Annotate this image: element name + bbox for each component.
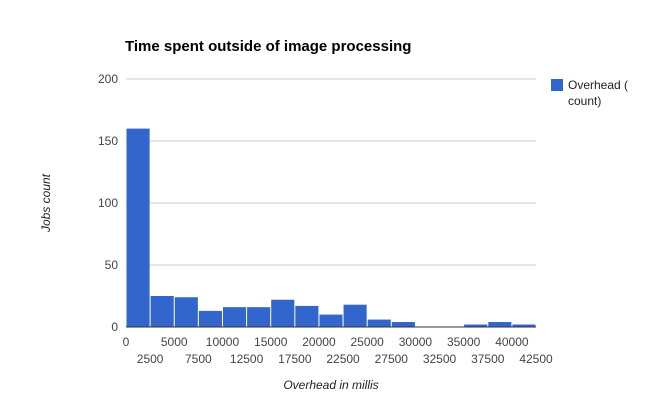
histogram-bar — [126, 128, 150, 327]
y-axis-title: Jobs count — [39, 173, 53, 233]
x-tick-label: 40000 — [495, 335, 529, 349]
legend-swatch — [551, 79, 563, 91]
histogram-bar — [367, 319, 391, 327]
histogram-bar — [464, 324, 488, 327]
x-tick-label: 35000 — [447, 335, 481, 349]
x-tick-label: 10000 — [206, 335, 240, 349]
histogram-bar — [174, 297, 198, 327]
x-tick-label: 30000 — [399, 335, 433, 349]
x-tick-label: 17500 — [278, 352, 312, 366]
x-tick-label: 37500 — [471, 352, 505, 366]
x-tick-label: 5000 — [161, 335, 188, 349]
legend-label: count) — [568, 94, 601, 108]
x-tick-label: 27500 — [375, 352, 409, 366]
x-tick-label: 32500 — [423, 352, 457, 366]
x-tick-label: 12500 — [230, 352, 264, 366]
x-tick-label: 20000 — [302, 335, 336, 349]
x-tick-label: 25000 — [350, 335, 384, 349]
histogram-bar — [512, 324, 536, 327]
y-tick-label: 200 — [98, 72, 118, 86]
histogram-bar — [150, 296, 174, 327]
histogram-bar — [198, 310, 222, 327]
histogram-bar — [343, 304, 367, 327]
x-axis-title: Overhead in millis — [283, 378, 378, 392]
y-tick-label: 100 — [98, 196, 118, 210]
x-tick-label: 42500 — [519, 352, 553, 366]
histogram-bar — [319, 314, 343, 327]
x-tick-label: 22500 — [326, 352, 360, 366]
x-tick-label: 15000 — [254, 335, 288, 349]
histogram-bar — [271, 299, 295, 327]
chart-title: Time spent outside of image processing — [125, 38, 412, 55]
y-tick-label: 150 — [98, 134, 118, 148]
histogram-bar — [488, 322, 512, 327]
y-tick-label: 50 — [105, 258, 119, 272]
x-tick-label: 0 — [123, 335, 130, 349]
legend-label: Overhead ( — [568, 78, 628, 92]
histogram-bar — [222, 307, 247, 327]
x-tick-label: 2500 — [137, 352, 164, 366]
y-tick-label: 0 — [111, 320, 118, 334]
histogram-bar — [247, 307, 271, 327]
histogram-bar — [391, 322, 415, 327]
x-tick-label: 7500 — [185, 352, 212, 366]
histogram-bar — [295, 305, 319, 327]
